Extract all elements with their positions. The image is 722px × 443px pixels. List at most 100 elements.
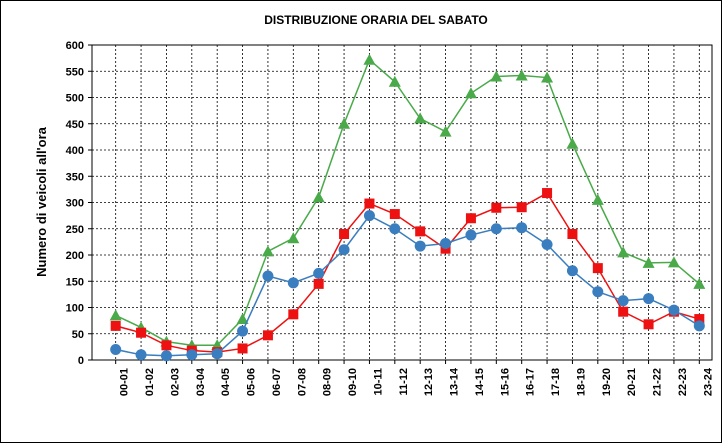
x-tick-label: 04-05 (220, 368, 232, 396)
marker (465, 213, 476, 224)
marker (389, 209, 400, 220)
marker (591, 193, 604, 205)
marker (287, 277, 299, 289)
marker (667, 256, 680, 268)
marker (592, 263, 603, 274)
x-tick-label: 09-10 (347, 368, 359, 396)
y-axis-label: Numero di veicoli all'ora (34, 126, 49, 277)
marker (515, 69, 528, 81)
x-tick-label: 13-14 (449, 367, 461, 396)
x-tick-label: 22-23 (677, 368, 689, 396)
x-tick-label: 03-04 (195, 367, 207, 396)
marker (643, 319, 654, 330)
x-tick-label: 16-17 (525, 368, 537, 396)
marker (363, 53, 376, 65)
marker (237, 343, 248, 354)
y-tick-label: 150 (66, 276, 84, 288)
marker (516, 222, 528, 234)
x-tick-label: 14-15 (474, 368, 486, 396)
marker (490, 70, 503, 82)
y-tick-label: 250 (66, 224, 84, 236)
marker (668, 304, 680, 316)
series-line (115, 58, 700, 347)
marker (541, 239, 553, 250)
marker (618, 306, 629, 317)
y-tick-label: 300 (66, 198, 84, 210)
x-tick-label: 18-19 (575, 368, 587, 396)
x-tick-label: 11-12 (398, 368, 410, 396)
x-tick-label: 05-06 (246, 368, 258, 396)
marker (338, 244, 350, 256)
marker (236, 313, 249, 325)
marker (516, 202, 527, 213)
marker (389, 223, 401, 235)
marker (261, 245, 274, 257)
y-tick-label: 50 (72, 329, 84, 341)
marker (287, 232, 300, 244)
marker (338, 117, 351, 129)
marker (312, 191, 325, 203)
marker (414, 240, 426, 252)
y-tick-label: 0 (78, 355, 84, 367)
marker (414, 112, 427, 124)
marker (464, 87, 477, 99)
marker (693, 320, 705, 332)
marker (161, 340, 172, 351)
marker (288, 309, 299, 320)
marker (262, 330, 273, 341)
marker (237, 325, 249, 337)
marker (643, 293, 655, 305)
marker (592, 286, 604, 298)
marker (415, 226, 426, 237)
marker (490, 223, 502, 235)
x-tick-label: 01-02 (144, 368, 156, 396)
marker (110, 344, 122, 355)
marker (465, 229, 477, 241)
marker (439, 125, 452, 137)
x-tick-label: 17-18 (550, 368, 562, 396)
marker (136, 327, 147, 338)
marker (693, 277, 706, 289)
x-tick-label: 23-24 (702, 367, 714, 396)
x-tick-label: 07-08 (296, 368, 308, 396)
marker (541, 71, 554, 83)
y-tick-label: 350 (66, 171, 84, 183)
x-tick-label: 06-07 (271, 368, 283, 396)
marker (617, 246, 630, 258)
marker (491, 202, 502, 213)
x-tick-label: 12-13 (423, 368, 435, 396)
y-tick-label: 600 (66, 40, 84, 52)
chart-title: DISTRIBUZIONE ORARIA DEL SABATO (264, 13, 488, 27)
y-tick-label: 500 (66, 93, 84, 105)
x-tick-label: 15-16 (499, 368, 511, 396)
marker (642, 256, 655, 268)
marker (542, 188, 553, 199)
marker (313, 278, 324, 289)
x-tick-label: 20-21 (626, 368, 638, 396)
y-tick-label: 400 (66, 145, 84, 157)
marker (440, 237, 452, 249)
marker (694, 314, 705, 325)
y-tick-label: 200 (66, 250, 84, 262)
marker (363, 210, 375, 222)
x-tick-label: 19-20 (601, 368, 613, 396)
marker (566, 137, 579, 149)
marker (186, 349, 198, 361)
x-tick-label: 08-09 (322, 368, 334, 396)
marker (135, 349, 147, 361)
x-tick-label: 10-11 (372, 368, 384, 396)
marker (566, 265, 578, 277)
y-tick-label: 100 (66, 303, 84, 315)
x-tick-label: 02-03 (169, 368, 181, 396)
marker (567, 229, 578, 239)
marker (364, 198, 375, 209)
x-tick-label: 00-01 (119, 368, 131, 396)
marker (313, 267, 325, 279)
marker (110, 320, 121, 331)
x-tick-label: 21-22 (652, 368, 664, 396)
y-tick-label: 550 (66, 66, 84, 78)
marker (109, 309, 122, 321)
marker (262, 270, 274, 282)
marker (339, 229, 350, 239)
